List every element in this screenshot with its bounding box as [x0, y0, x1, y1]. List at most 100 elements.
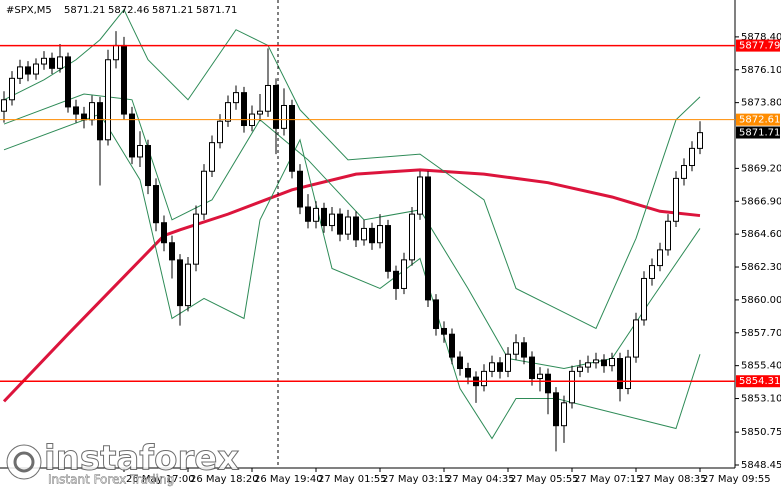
- candle-body: [465, 368, 471, 378]
- price-tag-label: 5872.61: [739, 115, 780, 126]
- candle-body: [569, 370, 575, 404]
- candle-body: [513, 342, 519, 355]
- candle-body: [537, 373, 543, 380]
- x-tick-label: 27 May 05:55: [510, 474, 579, 485]
- candle-body: [1, 99, 7, 112]
- candle-body: [145, 145, 151, 187]
- candle-body: [73, 106, 79, 115]
- candle-body: [33, 63, 39, 75]
- y-tick-label: 5848.45: [741, 460, 781, 471]
- candle-body: [297, 170, 303, 208]
- y-tick-label: 5864.60: [741, 229, 781, 240]
- candle-body: [137, 145, 143, 158]
- candle-body: [497, 362, 503, 372]
- candle-body: [313, 207, 319, 222]
- candle-body: [89, 102, 95, 121]
- logo: [6, 444, 42, 480]
- x-tick-label: 27 May 07:15: [574, 474, 643, 485]
- x-tick-label: 27 May 01:55: [318, 474, 387, 485]
- candle-body: [361, 227, 367, 241]
- price-tag: [736, 39, 780, 52]
- candle-body: [129, 113, 135, 158]
- ohlc-low: 5871.21: [152, 5, 193, 16]
- candle-body: [177, 259, 183, 307]
- candle-body: [41, 57, 47, 65]
- candle-body: [449, 333, 455, 358]
- x-tick-label: 27 May 08:35: [638, 474, 707, 485]
- candle-body: [201, 170, 207, 215]
- x-tick-label: 27 May 04:35: [446, 474, 515, 485]
- y-tick-label: 5857.70: [741, 328, 781, 339]
- candle-body: [649, 265, 655, 279]
- candle-body: [281, 104, 287, 129]
- symbol: #SPX,M5: [6, 5, 52, 16]
- brand: instaforex: [44, 439, 239, 479]
- candle-body: [273, 84, 279, 129]
- candle-body: [609, 358, 615, 367]
- x-tick-label: 27 May 09:55: [702, 474, 771, 485]
- candle-body: [241, 92, 247, 127]
- candle-body: [225, 102, 231, 122]
- y-tick-label: 5876.10: [741, 65, 781, 76]
- candle-body: [305, 206, 311, 222]
- candle-body: [81, 113, 87, 121]
- candle-body: [185, 263, 191, 307]
- x-tick-label: 27 May 03:15: [382, 474, 451, 485]
- y-tick-label: 5866.90: [741, 196, 781, 207]
- x-tick-label: 26 May 18:20: [190, 474, 259, 485]
- candle-body: [521, 342, 527, 358]
- y-tick-label: 5860.00: [741, 295, 781, 306]
- candle-body: [417, 176, 423, 215]
- candle-body: [377, 225, 383, 244]
- x-tick-label: 26 May 17:00: [126, 474, 195, 485]
- candle-body: [425, 176, 431, 301]
- ohlc-high: 5872.46: [108, 5, 149, 16]
- y-tick-label: 5862.30: [741, 262, 781, 273]
- y-tick-label: 5855.40: [741, 361, 781, 372]
- candle-body: [169, 242, 175, 261]
- candle-body: [529, 356, 535, 380]
- candle-body: [633, 319, 639, 358]
- indicator-line: [3, 113, 701, 440]
- candle-body: [489, 362, 495, 372]
- candle-body: [641, 277, 647, 321]
- candle-body: [337, 213, 343, 235]
- candle-body: [617, 358, 623, 390]
- y-tick-label: 5878.40: [741, 32, 781, 43]
- candle-body: [601, 359, 607, 367]
- candle-body: [265, 84, 271, 112]
- logo-ring: [13, 451, 35, 473]
- candle-body: [97, 102, 103, 141]
- candle-body: [697, 132, 703, 149]
- candle-body: [217, 120, 223, 144]
- candle-body: [17, 66, 23, 79]
- y-tick-label: 5853.10: [741, 394, 781, 405]
- candle-body: [49, 57, 55, 69]
- candle-body: [113, 44, 119, 61]
- watermark: instaforex Instant Forex Trading: [6, 438, 240, 487]
- candle-body: [233, 92, 239, 104]
- candle-body: [505, 353, 511, 372]
- y-tick-label: 5869.20: [741, 163, 781, 174]
- x-tick-label: 26 May 19:40: [254, 474, 323, 485]
- candle-body: [25, 66, 31, 75]
- candle-body: [481, 370, 487, 387]
- candle-body: [121, 44, 127, 115]
- candle-body: [393, 270, 399, 289]
- candle-body: [585, 362, 591, 368]
- candle-body: [105, 59, 111, 141]
- candle-body: [289, 104, 295, 172]
- price-tag: [736, 375, 780, 388]
- ohlc-open: 5871.21: [64, 5, 105, 16]
- candle-body: [657, 249, 663, 267]
- ohlc-close: 5871.71: [196, 5, 237, 16]
- candle-body: [441, 327, 447, 335]
- candle-body: [401, 259, 407, 289]
- candle-body: [561, 402, 567, 427]
- indicator-line: [2, 168, 701, 403]
- price-tag: [736, 113, 780, 126]
- candle-body: [665, 220, 671, 251]
- candle-body: [577, 366, 583, 372]
- candle-body: [193, 213, 199, 265]
